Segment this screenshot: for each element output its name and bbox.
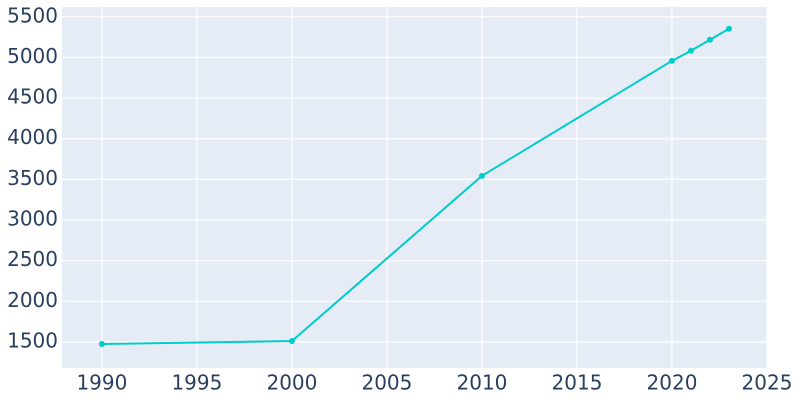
x-tick-label: 1995 xyxy=(171,371,222,395)
data-point xyxy=(98,341,105,348)
data-point xyxy=(706,36,713,43)
y-tick-label: 3000 xyxy=(7,207,58,231)
y-tick-label: 4000 xyxy=(7,125,58,149)
y-tick-label: 2500 xyxy=(7,247,58,271)
y-tick-label: 2000 xyxy=(7,288,58,312)
x-tick-label: 2025 xyxy=(742,371,793,395)
x-tick-label: 1990 xyxy=(76,371,127,395)
x-tick-label: 2020 xyxy=(647,371,698,395)
x-tick-label: 2015 xyxy=(552,371,603,395)
x-tick-label: 2005 xyxy=(361,371,412,395)
data-point xyxy=(288,338,295,345)
data-point xyxy=(478,172,485,179)
plot-area xyxy=(62,7,767,368)
x-tick-label: 2000 xyxy=(266,371,317,395)
x-tick-label: 2010 xyxy=(457,371,508,395)
y-tick-label: 3500 xyxy=(7,166,58,190)
y-tick-label: 4500 xyxy=(7,85,58,109)
data-point xyxy=(725,25,732,32)
y-tick-label: 1500 xyxy=(7,328,58,352)
data-point xyxy=(668,57,675,64)
y-tick-label: 5500 xyxy=(7,3,58,27)
y-tick-label: 5000 xyxy=(7,44,58,68)
data-point xyxy=(687,47,694,54)
